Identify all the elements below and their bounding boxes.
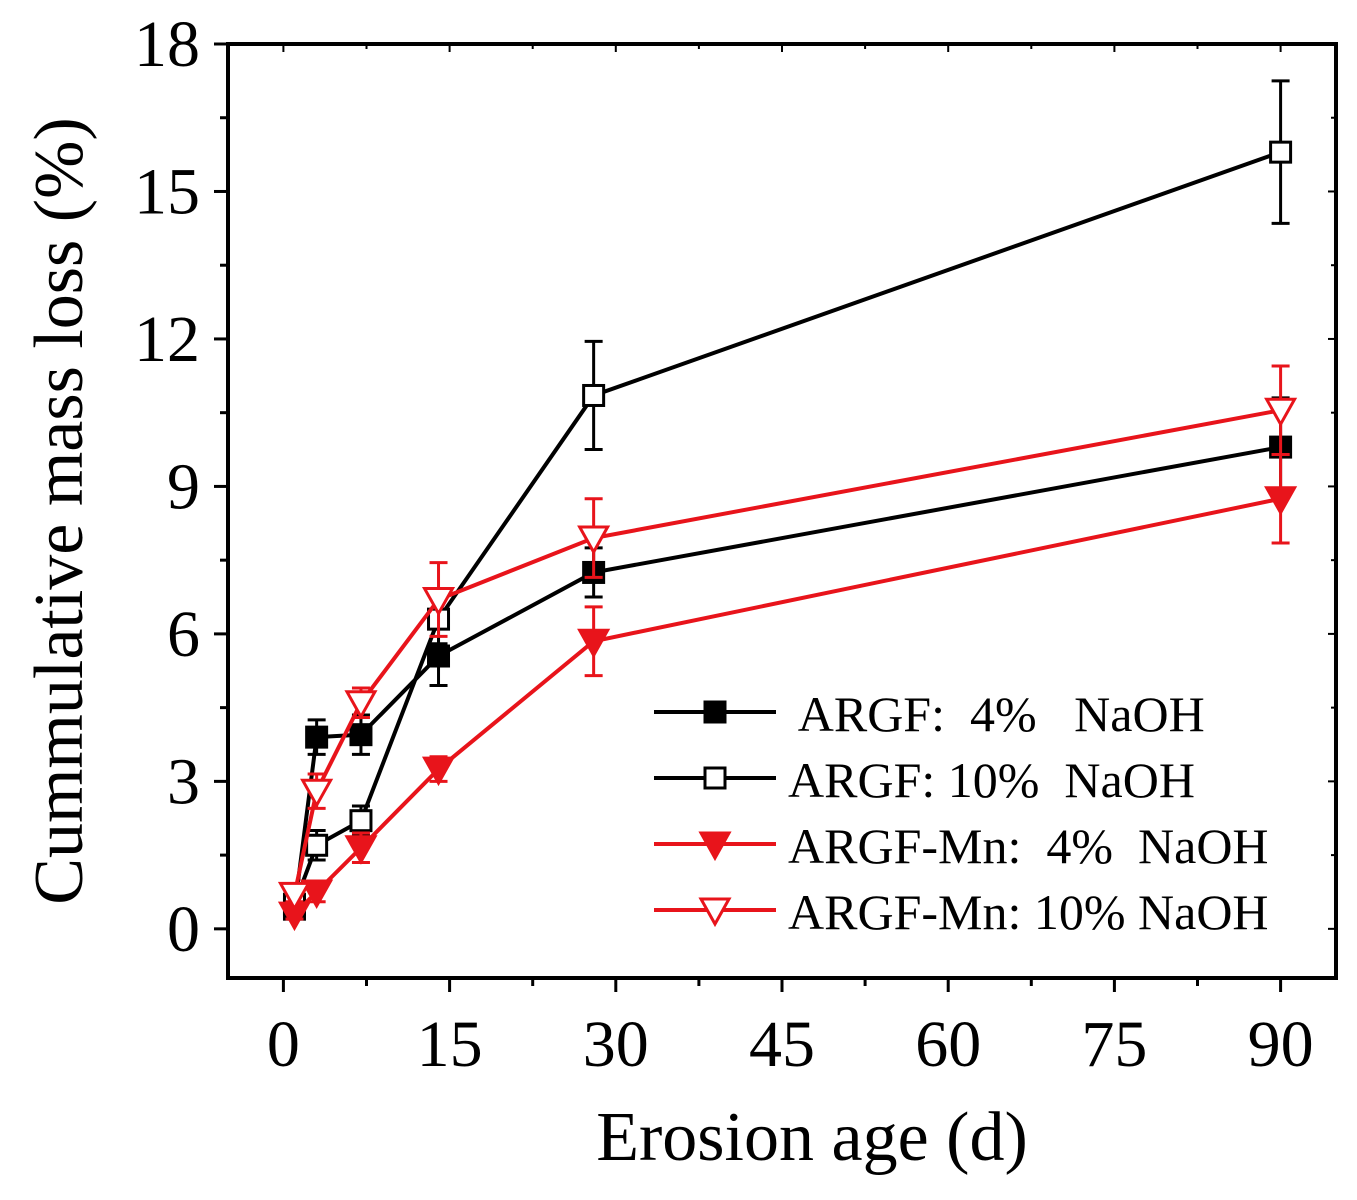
- series-layer: [277, 79, 1298, 932]
- data-point: [582, 383, 606, 407]
- data-point: [427, 644, 451, 668]
- legend-marker: [703, 700, 727, 724]
- legend-marker: [698, 897, 732, 928]
- legend-label: ARGF: 10% NaOH: [788, 752, 1195, 808]
- data-point: [577, 525, 611, 556]
- x-tick-label: 45: [749, 1008, 815, 1081]
- data-point: [277, 881, 312, 912]
- data-point: [305, 833, 329, 857]
- legend-marker: [698, 831, 732, 862]
- x-tick-label: 60: [915, 1008, 981, 1081]
- data-point: [577, 628, 611, 659]
- tick-labels: 0 15 30 45 60 75 90 0 3 6 9 12 15 18: [134, 8, 1314, 1081]
- axis-ticks: [214, 42, 1336, 992]
- data-point: [1269, 140, 1293, 164]
- data-point: [344, 835, 378, 865]
- series-4: [277, 364, 1298, 912]
- data-point: [421, 756, 456, 787]
- data-point: [421, 586, 456, 617]
- y-tick-label: 9: [167, 450, 200, 523]
- series-line: [292, 445, 1281, 910]
- y-tick-label: 0: [167, 893, 200, 966]
- legend-item: ARGF-Mn: 4% NaOH: [654, 818, 1269, 874]
- series-1: [282, 396, 1293, 921]
- data-point: [300, 879, 334, 910]
- legend-item: ARGF-Mn: 10% NaOH: [654, 884, 1269, 940]
- data-point: [1264, 397, 1298, 428]
- y-tick-label: 6: [167, 598, 200, 671]
- series-3: [277, 452, 1298, 932]
- legend-label: ARGF-Mn: 4% NaOH: [788, 818, 1269, 874]
- y-tick-label: 15: [134, 155, 200, 228]
- legend-label: ARGF-Mn: 10% NaOH: [788, 884, 1269, 940]
- x-tick-label: 0: [267, 1008, 300, 1081]
- y-axis-label: Cummulative mass loss (%): [21, 117, 98, 904]
- x-tick-label: 75: [1081, 1008, 1147, 1081]
- legend-label: ARGF: 4% NaOH: [788, 686, 1205, 742]
- legend-item: ARGF: 4% NaOH: [654, 686, 1205, 742]
- y-tick-label: 12: [134, 303, 200, 376]
- y-tick-label: 18: [134, 8, 200, 81]
- legend-marker: [703, 766, 727, 790]
- x-tick-label: 15: [417, 1008, 483, 1081]
- x-tick-label: 90: [1248, 1008, 1314, 1081]
- data-point: [344, 690, 378, 720]
- data-point: [349, 723, 373, 747]
- x-axis-label: Erosion age (d): [596, 1099, 1028, 1176]
- data-point: [349, 809, 373, 833]
- data-point: [1264, 486, 1298, 516]
- x-tick-label: 30: [583, 1008, 649, 1081]
- data-point: [300, 778, 334, 809]
- y-tick-label: 3: [167, 745, 200, 818]
- legend-item: ARGF: 10% NaOH: [654, 752, 1195, 808]
- legend: ARGF: 4% NaOH ARGF: 10% NaOH ARGF-Mn: 4% N…: [654, 686, 1269, 940]
- data-point: [305, 725, 329, 749]
